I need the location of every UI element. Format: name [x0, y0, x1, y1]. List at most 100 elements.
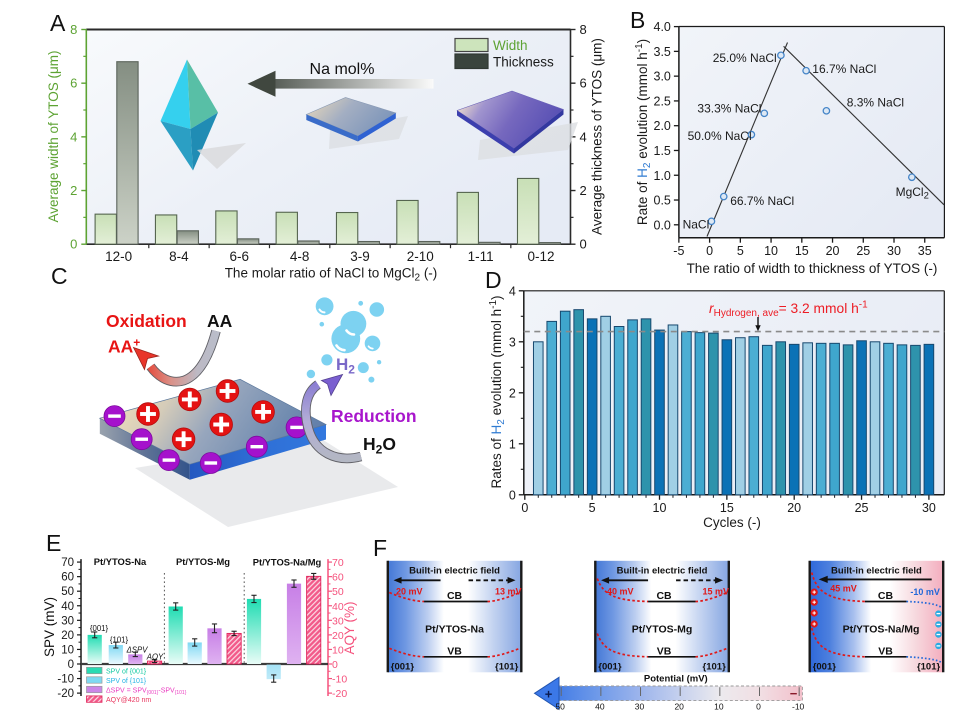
svg-text:40: 40	[595, 702, 605, 712]
svg-text:10: 10	[332, 644, 344, 656]
svg-text:VB: VB	[447, 645, 462, 657]
svg-text:8: 8	[580, 22, 587, 37]
svg-text:1.0: 1.0	[654, 169, 671, 183]
svg-text:Potential (mV): Potential (mV)	[644, 674, 708, 685]
svg-text:20: 20	[826, 244, 840, 258]
svg-text:35: 35	[918, 244, 932, 258]
svg-text:16.7% NaCl: 16.7% NaCl	[812, 62, 876, 76]
svg-text:20 mV: 20 mV	[396, 587, 423, 597]
svg-text:Average thickness of YTOS (μm: Average thickness of YTOS (μm)	[590, 38, 605, 235]
svg-text:0: 0	[509, 488, 516, 502]
svg-text:rHydrogen, ave= 3.2 mmol h-1: rHydrogen, ave= 3.2 mmol h-1	[709, 300, 868, 320]
svg-text:AQY: AQY	[146, 653, 164, 662]
svg-text:Average width of YTOS (μm): Average width of YTOS (μm)	[46, 50, 61, 222]
svg-text:50: 50	[555, 702, 565, 712]
svg-text:Pt/YTOS-Na: Pt/YTOS-Na	[94, 556, 147, 567]
svg-text:0.0: 0.0	[654, 218, 671, 232]
svg-text:ΔSPV = SPV{001}-SPV{101}: ΔSPV = SPV{001}-SPV{101}	[106, 688, 187, 697]
svg-text:{101}: {101}	[110, 636, 129, 645]
svg-text:+: +	[545, 687, 553, 702]
svg-text:50: 50	[332, 586, 344, 598]
svg-text:4.0: 4.0	[654, 20, 671, 34]
svg-text:30: 30	[635, 702, 645, 712]
svg-text:3.0: 3.0	[654, 70, 671, 84]
svg-text:D: D	[485, 267, 502, 293]
svg-text:70: 70	[61, 557, 74, 569]
svg-text:{001}: {001}	[90, 624, 109, 633]
svg-text:20: 20	[674, 702, 684, 712]
svg-text:Pt/YTOS-Na/Mg: Pt/YTOS-Na/Mg	[843, 624, 920, 636]
svg-text:Na mol%: Na mol%	[310, 61, 375, 78]
svg-text:8-4: 8-4	[169, 249, 189, 264]
svg-text:Pt/YTOS-Mg: Pt/YTOS-Mg	[632, 624, 692, 636]
svg-text:0: 0	[756, 702, 761, 712]
svg-text:VB: VB	[657, 645, 672, 657]
svg-text:MgCl2: MgCl2	[896, 185, 929, 202]
svg-text:CB: CB	[878, 590, 894, 602]
svg-text:{101}: {101}	[703, 662, 727, 673]
svg-text:25: 25	[855, 501, 869, 515]
svg-text:NaCl: NaCl	[683, 218, 710, 232]
svg-text:4: 4	[509, 284, 516, 298]
svg-text:10: 10	[61, 644, 74, 656]
svg-text:-10: -10	[792, 702, 805, 712]
svg-text:Rates of H2 evolution (mmol h-: Rates of H2 evolution (mmol h-1)	[488, 295, 507, 488]
svg-text:30: 30	[61, 615, 74, 627]
svg-text:{001}: {001}	[598, 662, 622, 673]
svg-text:0: 0	[706, 244, 713, 258]
svg-text:20: 20	[61, 630, 74, 642]
svg-text:VB: VB	[878, 645, 893, 657]
svg-text:{001}: {001}	[391, 662, 415, 673]
svg-text:4-8: 4-8	[290, 249, 310, 264]
svg-text:4: 4	[70, 129, 77, 144]
svg-text:{101}: {101}	[917, 662, 941, 673]
svg-text:E: E	[46, 530, 61, 556]
svg-text:20: 20	[787, 501, 801, 515]
svg-text:-10: -10	[332, 674, 347, 686]
svg-text:The ratio of width to thicknes: The ratio of width to thickness of YTOS …	[687, 261, 938, 276]
svg-text:12-0: 12-0	[105, 249, 132, 264]
svg-text:SPV (mV): SPV (mV)	[42, 597, 57, 657]
svg-text:3-9: 3-9	[350, 249, 370, 264]
svg-text:40: 40	[332, 601, 344, 613]
svg-text:60: 60	[332, 572, 344, 584]
svg-text:The molar ratio of NaCl to MgC: The molar ratio of NaCl to MgCl2 (-)	[225, 266, 438, 284]
svg-text:-10: -10	[57, 674, 74, 686]
svg-text:25.0% NaCl: 25.0% NaCl	[713, 51, 777, 65]
svg-text:1: 1	[509, 437, 516, 451]
svg-text:C: C	[51, 263, 68, 289]
svg-text:2: 2	[509, 386, 516, 400]
svg-text:40: 40	[61, 601, 74, 613]
svg-text:25: 25	[856, 244, 870, 258]
svg-text:0: 0	[521, 501, 528, 515]
svg-text:Pt/YTOS-Na/Mg: Pt/YTOS-Na/Mg	[253, 557, 322, 568]
svg-text:AA: AA	[207, 311, 233, 331]
svg-text:70: 70	[332, 557, 344, 569]
svg-text:4: 4	[580, 129, 587, 144]
svg-text:0-12: 0-12	[527, 249, 554, 264]
svg-text:50: 50	[61, 586, 74, 598]
svg-text:10: 10	[714, 702, 724, 712]
svg-text:-5: -5	[673, 244, 684, 258]
svg-text:30: 30	[922, 501, 936, 515]
svg-text:5: 5	[737, 244, 744, 258]
svg-text:Built-in electric field: Built-in electric field	[617, 566, 708, 577]
svg-text:0: 0	[332, 659, 338, 671]
svg-text:-10 mV: -10 mV	[910, 587, 940, 597]
svg-text:3: 3	[509, 335, 516, 349]
svg-text:H2O: H2O	[363, 434, 396, 457]
svg-text:Width: Width	[493, 38, 528, 53]
svg-text:Built-in electric field: Built-in electric field	[831, 566, 922, 577]
svg-text:15: 15	[795, 244, 809, 258]
svg-text:1.5: 1.5	[654, 144, 671, 158]
svg-text:10: 10	[764, 244, 778, 258]
svg-text:66.7% NaCl: 66.7% NaCl	[730, 194, 794, 208]
svg-text:Cycles (-): Cycles (-)	[703, 515, 761, 530]
svg-text:A: A	[50, 10, 66, 36]
svg-text:-20: -20	[57, 688, 74, 700]
svg-text:Oxidation: Oxidation	[106, 311, 187, 331]
svg-text:Rate of H2 evolution (mmol h-1: Rate of H2 evolution (mmol h-1)	[634, 39, 653, 225]
svg-text:3.5: 3.5	[654, 45, 671, 59]
svg-text:CB: CB	[656, 590, 672, 602]
svg-text:2.0: 2.0	[654, 119, 671, 133]
